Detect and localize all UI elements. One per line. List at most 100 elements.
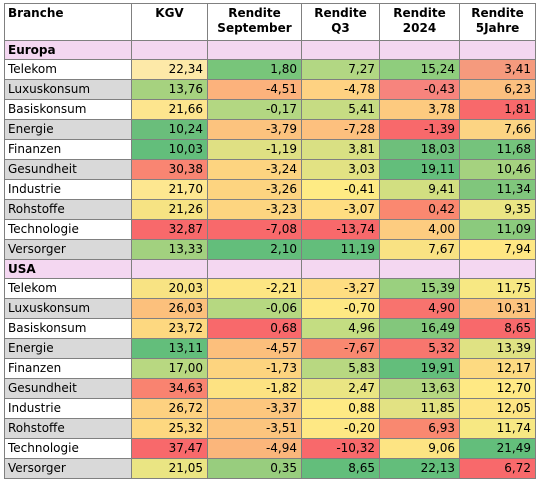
rendite-q3-cell: 8,65 — [301, 458, 380, 479]
table-header: Branche KGV Rendite September Rendite Q3… — [4, 3, 536, 41]
rendite-2024-cell: 13,63 — [379, 378, 460, 399]
rendite-q3-cell: 2,47 — [301, 378, 380, 399]
sector-label: Technologie — [4, 219, 132, 240]
header-rendite-q3: Rendite Q3 — [301, 3, 380, 41]
rendite-q3-cell: -3,07 — [301, 199, 380, 220]
kgv-cell: 21,26 — [131, 199, 208, 220]
rendite-5jahre-cell: 12,05 — [459, 398, 536, 419]
sector-label: Rohstoffe — [4, 418, 132, 439]
kgv-cell: 10,03 — [131, 139, 208, 160]
kgv-cell: 13,76 — [131, 79, 208, 100]
rendite-september-cell: -3,26 — [207, 179, 302, 200]
rendite-q3-cell: 0,88 — [301, 398, 380, 419]
sector-label: Luxuskonsum — [4, 298, 132, 319]
rendite-q3-cell: -0,41 — [301, 179, 380, 200]
rendite-2024-cell: 6,93 — [379, 418, 460, 439]
rendite-5jahre-cell: 3,41 — [459, 59, 536, 80]
rendite-q3-cell: -7,28 — [301, 119, 380, 140]
rendite-september-cell: -1,82 — [207, 378, 302, 399]
table-row: Industrie 26,72 -3,37 0,88 11,85 12,05 — [4, 398, 536, 419]
rendite-q3-cell: 5,41 — [301, 99, 380, 120]
rendite-5jahre-cell: 9,35 — [459, 199, 536, 220]
sector-label: Basiskonsum — [4, 318, 132, 339]
header-rendite-q3-line2: Q3 — [331, 21, 350, 35]
table-row: Luxuskonsum 26,03 -0,06 -0,70 4,90 10,31 — [4, 298, 536, 319]
rendite-2024-cell: 0,42 — [379, 199, 460, 220]
rendite-q3-cell: -4,78 — [301, 79, 380, 100]
section-row: Europa — [4, 40, 536, 60]
rendite-5jahre-cell: 10,31 — [459, 298, 536, 319]
section-label: Europa — [4, 40, 132, 60]
valuation-table-container: Branche KGV Rendite September Rendite Q3… — [4, 3, 536, 479]
rendite-2024-cell: 16,49 — [379, 318, 460, 339]
section-spacer-cell — [459, 40, 536, 60]
table-row: Basiskonsum 21,66 -0,17 5,41 3,78 1,81 — [4, 99, 536, 120]
table-row: Versorger 13,33 2,10 11,19 7,67 7,94 — [4, 239, 536, 260]
kgv-cell: 13,11 — [131, 338, 208, 359]
table-row: Rohstoffe 25,32 -3,51 -0,20 6,93 11,74 — [4, 418, 536, 439]
rendite-september-cell: -3,23 — [207, 199, 302, 220]
kgv-cell: 30,38 — [131, 159, 208, 180]
rendite-september-cell: -3,79 — [207, 119, 302, 140]
rendite-q3-cell: -7,67 — [301, 338, 380, 359]
sector-label: Telekom — [4, 278, 132, 299]
header-branche: Branche — [4, 3, 132, 41]
kgv-cell: 21,66 — [131, 99, 208, 120]
rendite-q3-cell: -0,20 — [301, 418, 380, 439]
kgv-cell: 17,00 — [131, 358, 208, 379]
section-spacer-cell — [459, 259, 536, 279]
rendite-september-cell: 2,10 — [207, 239, 302, 260]
kgv-cell: 10,24 — [131, 119, 208, 140]
rendite-2024-cell: 18,03 — [379, 139, 460, 160]
kgv-cell: 37,47 — [131, 438, 208, 459]
rendite-q3-cell: -10,32 — [301, 438, 380, 459]
table-row: Telekom 22,34 1,80 7,27 15,24 3,41 — [4, 59, 536, 80]
rendite-q3-cell: 4,96 — [301, 318, 380, 339]
rendite-q3-cell: -0,70 — [301, 298, 380, 319]
kgv-cell: 25,32 — [131, 418, 208, 439]
sector-label: Energie — [4, 119, 132, 140]
rendite-5jahre-cell: 8,65 — [459, 318, 536, 339]
kgv-cell: 20,03 — [131, 278, 208, 299]
section-spacer-cell — [301, 40, 380, 60]
rendite-2024-cell: 15,24 — [379, 59, 460, 80]
rendite-q3-cell: 7,27 — [301, 59, 380, 80]
rendite-2024-cell: 11,85 — [379, 398, 460, 419]
table-row: Rohstoffe 21,26 -3,23 -3,07 0,42 9,35 — [4, 199, 536, 220]
rendite-5jahre-cell: 12,70 — [459, 378, 536, 399]
sector-label: Versorger — [4, 239, 132, 260]
header-kgv: KGV — [131, 3, 208, 41]
rendite-5jahre-cell: 13,39 — [459, 338, 536, 359]
header-rendite-september-line2: September — [217, 21, 292, 35]
rendite-2024-cell: 5,32 — [379, 338, 460, 359]
sector-label: Versorger — [4, 458, 132, 479]
kgv-cell: 32,87 — [131, 219, 208, 240]
rendite-q3-cell: 3,03 — [301, 159, 380, 180]
section-spacer-cell — [379, 259, 460, 279]
section-spacer-cell — [131, 259, 208, 279]
rendite-5jahre-cell: 11,68 — [459, 139, 536, 160]
rendite-september-cell: 1,80 — [207, 59, 302, 80]
section-label: USA — [4, 259, 132, 279]
sector-label: Rohstoffe — [4, 199, 132, 220]
rendite-5jahre-cell: 11,09 — [459, 219, 536, 240]
section-row: USA — [4, 259, 536, 279]
rendite-5jahre-cell: 6,72 — [459, 458, 536, 479]
rendite-5jahre-cell: 12,17 — [459, 358, 536, 379]
sector-label: Gesundheit — [4, 378, 132, 399]
rendite-2024-cell: 4,00 — [379, 219, 460, 240]
header-rendite-5jahre-line2: 5Jahre — [475, 21, 520, 35]
rendite-september-cell: -7,08 — [207, 219, 302, 240]
sector-label: Industrie — [4, 179, 132, 200]
rendite-september-cell: -1,19 — [207, 139, 302, 160]
table-row: Gesundheit 30,38 -3,24 3,03 19,11 10,46 — [4, 159, 536, 180]
table-row: Luxuskonsum 13,76 -4,51 -4,78 -0,43 6,23 — [4, 79, 536, 100]
rendite-september-cell: -0,17 — [207, 99, 302, 120]
rendite-q3-cell: -13,74 — [301, 219, 380, 240]
header-rendite-september: Rendite September — [207, 3, 302, 41]
rendite-q3-cell: -3,27 — [301, 278, 380, 299]
kgv-cell: 34,63 — [131, 378, 208, 399]
sector-label: Technologie — [4, 438, 132, 459]
rendite-2024-cell: 9,06 — [379, 438, 460, 459]
header-rendite-5jahre-line1: Rendite — [471, 6, 524, 20]
